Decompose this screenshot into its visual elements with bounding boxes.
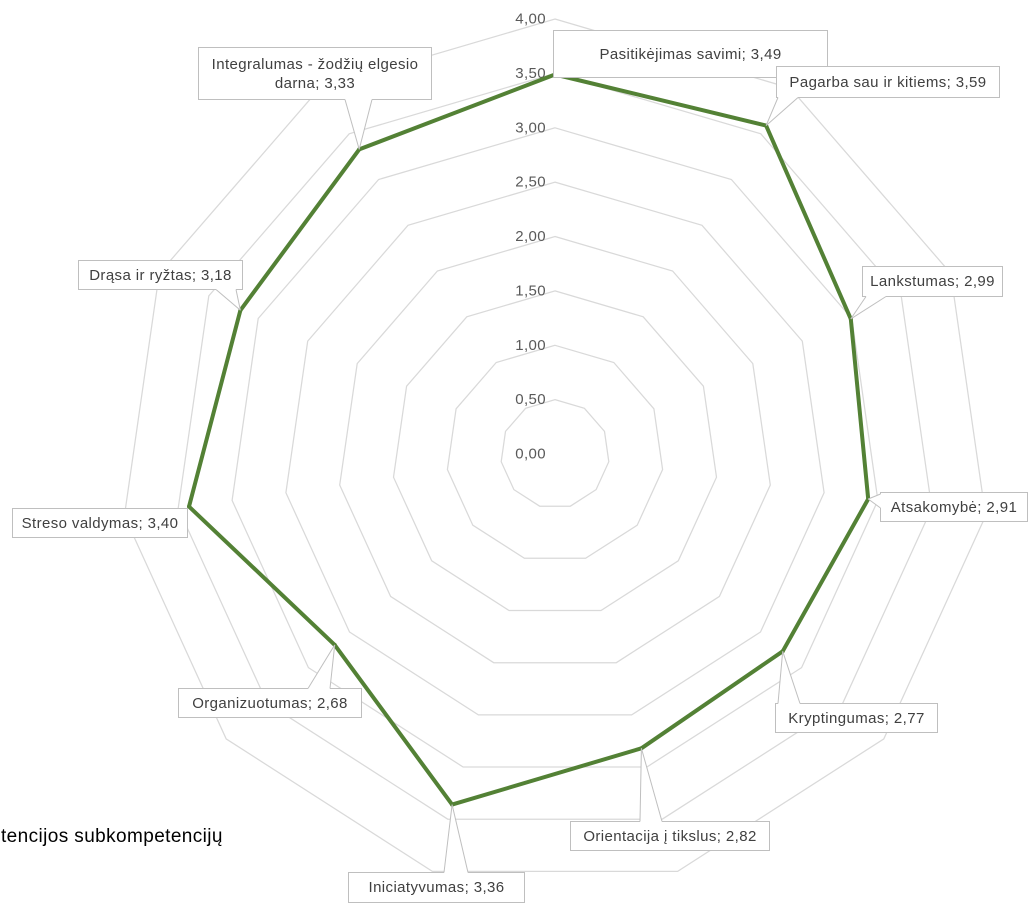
data-label: Orientacija į tikslus; 2,82 [570,821,770,851]
data-label: Iniciatyvumas; 3,36 [348,872,525,903]
radial-axis-tick-labels: 0,00 0,50 1,00 1,50 2,00 2,50 3,00 3,50 4,00 [515,11,546,463]
data-label: Integralumas - žodžių elgesio darna; 3,3… [198,47,432,100]
r-tick-label: 1,00 [515,337,546,354]
data-label: Streso valdymas; 3,40 [12,508,188,538]
data-label: Atsakomybė; 2,91 [880,492,1028,522]
r-tick-label: 1,50 [515,282,546,299]
r-tick-label: 4,00 [515,11,546,28]
data-point [187,504,191,509]
r-tick-label: 0,00 [515,446,546,463]
grid-ring [339,235,771,664]
grid-ring [285,181,825,716]
data-label: Organizuotumas; 2,68 [178,688,362,718]
r-tick-label: 3,00 [515,119,546,136]
r-tick-label: 3,50 [515,65,546,82]
series-line [187,72,871,807]
r-tick-label: 0,50 [515,391,546,408]
grid-ring [123,18,987,873]
r-tick-label: 2,00 [515,228,546,245]
grid-ring [446,344,664,559]
grid-ring [392,290,718,612]
data-label: Lankstumas; 2,99 [862,266,1003,297]
data-label: Kryptingumas; 2,77 [775,703,938,733]
data-label: Drąsa ir ryžtas; 3,18 [78,260,243,290]
grid-ring [231,127,879,768]
data-label: Pagarba sau ir kitiems; 3,59 [776,66,1000,98]
r-tick-label: 2,50 [515,174,546,191]
figure-caption: tencijos subkompetencijų [1,826,223,847]
grid-ring [500,398,610,507]
